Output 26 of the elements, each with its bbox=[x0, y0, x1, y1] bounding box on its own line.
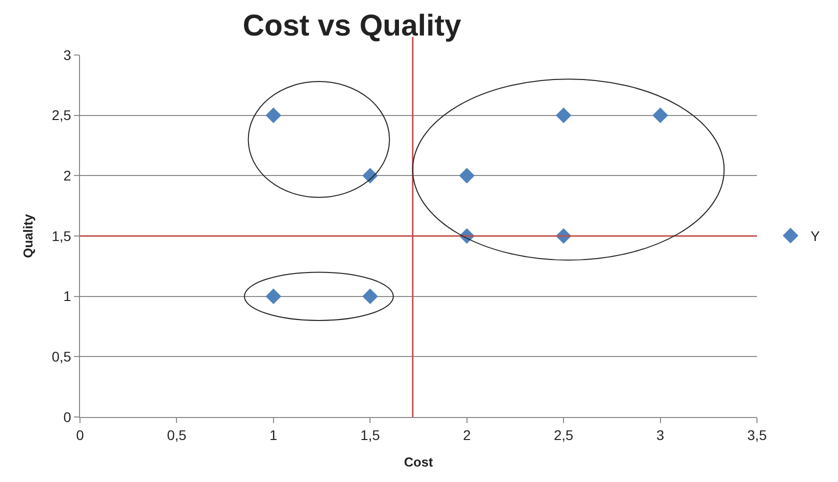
x-tick-label: 0 bbox=[76, 426, 84, 443]
y-tick-label: 2,5 bbox=[52, 107, 72, 124]
x-tick-label: 2 bbox=[462, 426, 471, 443]
legend-label: Y bbox=[810, 228, 821, 244]
x-tick-label: 3 bbox=[656, 426, 664, 443]
x-tick-label: 3,5 bbox=[747, 426, 767, 443]
point bbox=[556, 108, 572, 124]
x-tick-label: 1 bbox=[270, 426, 278, 443]
y-tick-label: 0 bbox=[63, 408, 72, 425]
point bbox=[362, 168, 378, 184]
y-tick-label: 0,5 bbox=[52, 348, 72, 365]
chart-title: Cost vs Quality bbox=[242, 9, 462, 42]
x-tick-label: 1,5 bbox=[360, 426, 380, 443]
y-tick-label: 1,5 bbox=[52, 228, 72, 244]
point bbox=[266, 288, 282, 304]
x-tick-label: 2,5 bbox=[554, 426, 574, 443]
x-axis-title: Cost bbox=[404, 454, 434, 470]
point bbox=[362, 288, 378, 304]
y-tick-label: 2 bbox=[63, 168, 72, 184]
point bbox=[266, 108, 282, 124]
point bbox=[652, 108, 668, 124]
y-tick-label: 3 bbox=[63, 46, 72, 63]
y-tick-label: 1 bbox=[63, 288, 72, 304]
y-axis-title: Quality bbox=[20, 213, 36, 258]
x-tick-label: 0,5 bbox=[166, 426, 187, 443]
point bbox=[459, 168, 475, 184]
